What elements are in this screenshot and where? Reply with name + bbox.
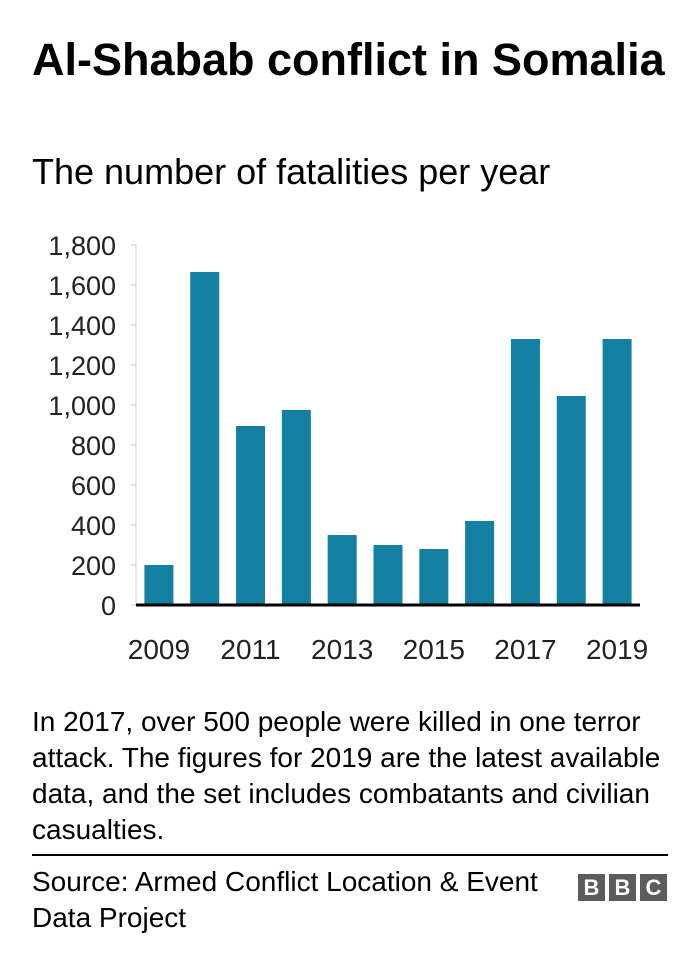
bar-chart: 0 200 400 600 800 1,000 1,200 1,400 1,600 1,800 2… — [48, 231, 648, 665]
logo-letter: B — [578, 874, 605, 901]
bar-2014 — [373, 545, 403, 605]
bar-2009 — [144, 565, 174, 605]
y-tick-label: 1,800 — [48, 231, 116, 261]
logo-letter: B — [609, 874, 636, 901]
x-tick-label: 2015 — [403, 634, 465, 665]
y-tick-label: 1,600 — [48, 271, 116, 301]
chart-title: Al-Shabab conflict in Somalia — [32, 34, 665, 85]
x-tick-label: 2019 — [586, 634, 648, 665]
bar-2011 — [236, 426, 266, 605]
bar-2015 — [419, 549, 449, 605]
y-tick-label: 400 — [71, 511, 116, 541]
y-tick-label: 1,400 — [48, 311, 116, 341]
bar-2019 — [602, 339, 632, 605]
x-tick-label: 2017 — [494, 634, 556, 665]
y-tick-label: 1,000 — [48, 391, 116, 421]
y-tick-label: 200 — [71, 551, 116, 581]
bar-2012 — [281, 410, 311, 605]
bbc-logo: B B C — [578, 874, 667, 901]
logo-letter: C — [640, 874, 667, 901]
footer-divider — [32, 854, 668, 856]
bar-2010 — [190, 272, 220, 605]
y-axis: 0 200 400 600 800 1,000 1,200 1,400 1,600 1,800 — [48, 231, 137, 621]
bar-2016 — [465, 521, 495, 605]
source-text: Source: Armed Conflict Location & Event … — [32, 866, 538, 933]
bars — [144, 272, 632, 605]
y-tick-label: 1,200 — [48, 351, 116, 381]
bar-2013 — [327, 535, 357, 605]
y-tick-label: 800 — [71, 431, 116, 461]
bar-2017 — [510, 339, 540, 605]
chart-subtitle: The number of fatalities per year — [32, 151, 551, 192]
x-tick-label: 2011 — [220, 634, 280, 665]
x-tick-label: 2009 — [128, 634, 190, 665]
bar-2018 — [556, 396, 586, 605]
y-tick-label: 600 — [71, 471, 116, 501]
x-tick-label: 2013 — [311, 634, 373, 665]
y-tick-label: 0 — [101, 591, 116, 621]
x-axis: 2009 2011 2013 2015 2017 2019 — [128, 603, 648, 665]
chart-note: In 2017, over 500 people were killed in … — [32, 706, 661, 845]
